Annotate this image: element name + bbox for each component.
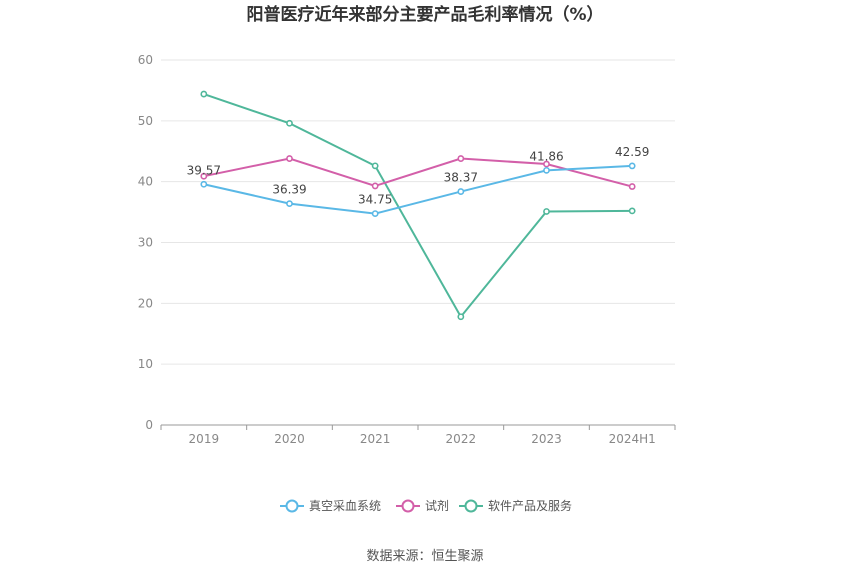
legend-marker-icon: [401, 499, 415, 513]
y-axis: 0 10 20 30 40 50 60: [138, 53, 153, 432]
series-2: [200, 90, 636, 321]
data-label: 42.59: [615, 145, 649, 159]
x-tick-label: 2024H1: [609, 432, 656, 446]
data-point: [200, 180, 208, 188]
data-point: [543, 208, 550, 215]
series-line: [203, 93, 633, 319]
data-point: [457, 155, 465, 162]
legend-item[interactable]: 试剂: [396, 498, 449, 513]
data-point: [286, 119, 293, 127]
x-axis: 2019 2020 2021 2022 2023 2024H1: [160, 425, 676, 446]
y-tick-label: 10: [138, 357, 153, 371]
legend-label: 软件产品及服务: [488, 498, 572, 513]
plot-area: 39.57 36.39 34.75 38.37 41.86 42.59: [187, 90, 649, 321]
grid: [161, 59, 675, 426]
x-tick-label: 2022: [446, 432, 477, 446]
legend-item[interactable]: 软件产品及服务: [459, 498, 572, 513]
data-point: [543, 166, 550, 174]
legend-marker-icon: [464, 499, 478, 513]
data-point: [628, 207, 636, 215]
x-tick-label: 2021: [360, 432, 391, 446]
y-tick-label: 60: [138, 53, 153, 67]
data-point: [200, 90, 208, 98]
data-point: [286, 155, 293, 162]
data-point: [628, 183, 636, 190]
data-label: 34.75: [358, 193, 392, 207]
legend-item[interactable]: 真空采血系统: [280, 499, 381, 513]
data-point: [543, 160, 550, 168]
y-tick-label: 30: [138, 236, 153, 250]
data-point: [286, 200, 293, 208]
series-0: 39.57 36.39 34.75 38.37 41.86 42.59: [187, 145, 649, 218]
data-point: [628, 162, 636, 170]
y-tick-label: 50: [138, 114, 153, 128]
data-label: 41.86: [529, 149, 563, 163]
legend-label: 真空采血系统: [309, 499, 381, 513]
data-label: 38.37: [444, 171, 478, 185]
data-point: [457, 313, 465, 321]
x-tick-label: 2020: [274, 432, 305, 446]
series-line: [203, 157, 633, 188]
legend: 真空采血系统 试剂 软件产品及服务: [280, 498, 572, 513]
data-point: [457, 188, 465, 195]
source-text: 数据来源：恒生聚源: [366, 549, 483, 564]
y-tick-label: 20: [138, 296, 153, 310]
data-point: [371, 182, 379, 190]
legend-marker-icon: [285, 499, 299, 513]
data-label: 36.39: [272, 183, 306, 197]
x-tick-label: 2023: [531, 432, 562, 446]
legend-label: 试剂: [425, 498, 449, 513]
series-1: [200, 155, 636, 190]
data-point: [200, 172, 208, 180]
x-tick-label: 2019: [189, 432, 220, 446]
chart-title: 阳普医疗近年来部分主要产品毛利率情况（%）: [246, 4, 603, 25]
data-label: 39.57: [187, 163, 221, 177]
y-tick-label: 0: [145, 418, 153, 432]
data-point: [371, 162, 379, 170]
y-tick-label: 40: [138, 175, 153, 189]
data-point: [371, 210, 379, 218]
series-line: [203, 164, 633, 215]
